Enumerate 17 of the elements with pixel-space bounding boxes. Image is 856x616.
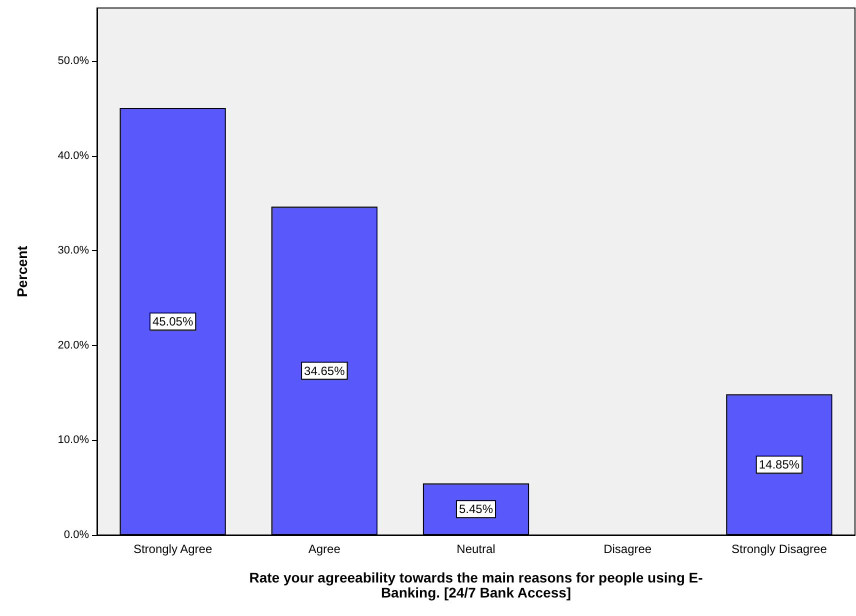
y-tick-label: 30.0% <box>58 244 90 257</box>
y-tick-label: 50.0% <box>58 55 90 68</box>
x-tick-label: Disagree <box>604 542 652 556</box>
x-axis-title: Rate your agreeability towards the main reasons for people using E- Banking. [24/7 Bank Access] <box>249 570 704 600</box>
data-label: 5.45% <box>458 502 494 516</box>
data-label: 45.05% <box>152 314 194 328</box>
x-tick-label: Strongly Agree <box>133 542 212 556</box>
x-tick-label: Neutral <box>456 542 496 556</box>
y-tick-label: 10.0% <box>58 434 90 446</box>
data-label: 34.65% <box>304 364 346 378</box>
y-tick-label: 40.0% <box>58 150 90 162</box>
data-label: 14.85% <box>758 458 800 472</box>
x-tick-label: Strongly Disagree <box>732 542 828 556</box>
y-tick-label: 0.0% <box>64 529 90 541</box>
y-tick-label: 20.0% <box>58 339 90 352</box>
x-tick-label: Agree <box>308 542 341 556</box>
y-axis-title: Percent <box>14 245 30 298</box>
